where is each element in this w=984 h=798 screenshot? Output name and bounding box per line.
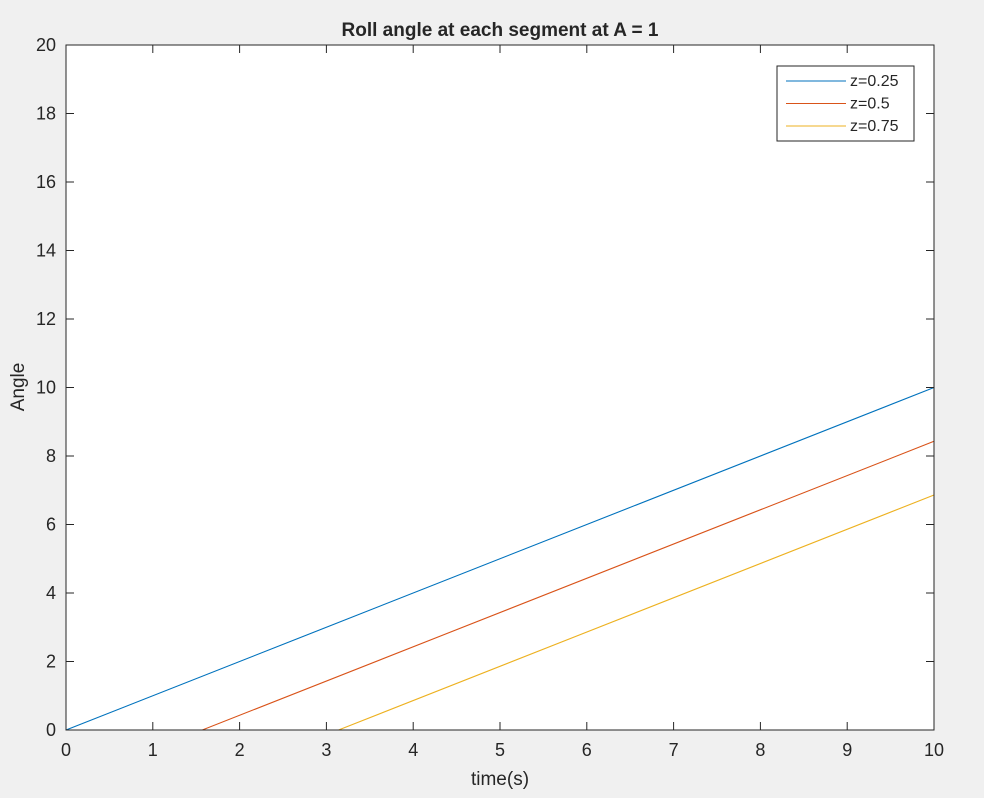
- x-tick-label: 3: [321, 740, 331, 760]
- x-tick-label: 10: [924, 740, 944, 760]
- plot-area: [66, 45, 934, 730]
- y-tick-label: 18: [36, 104, 56, 124]
- legend-label: z=0.25: [850, 73, 899, 90]
- y-tick-label: 16: [36, 172, 56, 192]
- y-tick-label: 12: [36, 309, 56, 329]
- series-line: [65, 386, 935, 731]
- x-tick-label: 7: [669, 740, 679, 760]
- y-tick-label: 6: [46, 515, 56, 535]
- x-tick-label: 4: [408, 740, 418, 760]
- x-tick-label: 9: [842, 740, 852, 760]
- y-tick-label: 4: [46, 583, 56, 603]
- x-tick-label: 6: [582, 740, 592, 760]
- y-tick-label: 0: [46, 720, 56, 740]
- x-tick-label: 5: [495, 740, 505, 760]
- x-tick-label: 0: [61, 740, 71, 760]
- x-tick-label: 2: [235, 740, 245, 760]
- legend-label: z=0.5: [850, 96, 890, 113]
- legend: z=0.25 z=0.5 z=0.75: [776, 65, 915, 142]
- x-tick-label: 1: [148, 740, 158, 760]
- y-axis-label: Angle: [8, 363, 29, 412]
- y-tick-label: 20: [36, 35, 56, 55]
- legend-label: z=0.75: [850, 118, 899, 135]
- y-tick-label: 2: [46, 652, 56, 672]
- y-tick-label: 8: [46, 446, 56, 466]
- x-tick-label: 8: [755, 740, 765, 760]
- y-tick-label: 10: [36, 378, 56, 398]
- chart-title: Roll angle at each segment at A = 1: [342, 20, 659, 41]
- y-tick-label: 14: [36, 241, 56, 261]
- x-axis-label: time(s): [471, 769, 529, 790]
